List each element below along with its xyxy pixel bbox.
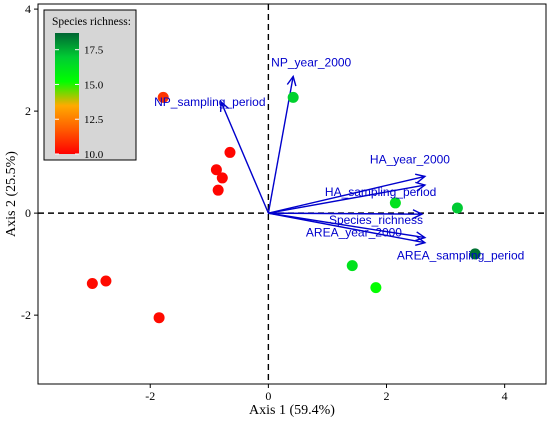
site-point — [224, 146, 236, 158]
site-point — [100, 275, 112, 287]
vector-label: HA_sampling_period — [325, 185, 436, 199]
x-axis-title: Axis 1 (59.4%) — [249, 403, 335, 418]
legend-tick-label: 10.0 — [84, 149, 104, 161]
vector-label: NP_sampling_period — [154, 95, 265, 109]
vector-label: AREA_year_2000 — [306, 226, 402, 240]
vector-label: AREA_sampling_period — [397, 249, 524, 263]
x-axis-ticks: -2 0 2 4 — [145, 384, 508, 403]
loading-vector — [268, 173, 427, 214]
vector-label: Species_richness — [329, 213, 423, 227]
vector-label: NP_year_2000 — [271, 55, 351, 69]
x-tick-label: 2 — [384, 389, 390, 403]
loading-vector — [268, 181, 427, 214]
legend-tick-label: 12.5 — [84, 114, 104, 126]
site-point — [216, 172, 228, 184]
vector-arrowhead — [415, 181, 427, 192]
site-point — [451, 202, 463, 214]
vector-shaft — [268, 212, 426, 244]
site-point — [469, 248, 481, 260]
vector-label: HA_year_2000 — [370, 152, 450, 166]
vector-shaft — [268, 212, 426, 239]
legend-gradient-bar — [55, 33, 79, 154]
loading-vectors — [219, 74, 427, 246]
vector-shaft — [268, 212, 422, 215]
vector-shaft — [268, 184, 426, 214]
site-point — [157, 91, 169, 103]
site-point — [346, 260, 358, 272]
vector-arrowhead — [219, 100, 230, 112]
loading-vector — [219, 100, 270, 214]
site-point — [212, 184, 224, 196]
y-tick-label: -2 — [21, 308, 31, 322]
y-tick-label: 2 — [25, 104, 31, 118]
x-tick-label: 0 — [265, 389, 271, 403]
legend-ticks: 10.0 12.5 15.0 17.5 — [55, 45, 104, 161]
x-tick-label: -2 — [145, 389, 155, 403]
loading-vector — [268, 209, 424, 220]
legend-title: Species richness: — [52, 16, 131, 28]
x-tick-label: 4 — [502, 389, 508, 403]
loading-vector — [268, 212, 427, 242]
y-tick-label: 4 — [25, 2, 31, 16]
loading-vector — [268, 212, 427, 246]
y-tick-label: 0 — [25, 206, 31, 220]
site-point — [86, 278, 98, 290]
site-point — [389, 197, 401, 209]
site-point — [210, 164, 222, 176]
legend-tick-label: 15.0 — [84, 79, 104, 91]
y-axis-ticks: -2 0 2 4 — [21, 2, 38, 322]
site-point — [153, 312, 165, 324]
y-axis-title: Axis 2 (25.5%) — [4, 151, 19, 237]
vector-arrowhead — [415, 231, 427, 242]
vector-shaft — [268, 175, 426, 214]
vector-arrowhead — [412, 209, 424, 220]
vector-arrowhead — [415, 236, 427, 246]
site-point — [287, 91, 299, 103]
vector-arrowhead — [286, 74, 297, 87]
color-legend: Species richness: 10.0 12.5 15.0 17.5 — [43, 9, 137, 161]
vector-labels: NP_year_2000 NP_sampling_period HA_year_20… — [154, 55, 524, 262]
vector-shaft — [220, 101, 270, 214]
legend-tick-label: 17.5 — [84, 45, 104, 57]
site-points — [86, 91, 481, 324]
vector-arrowhead — [414, 173, 427, 184]
site-point — [370, 282, 382, 294]
